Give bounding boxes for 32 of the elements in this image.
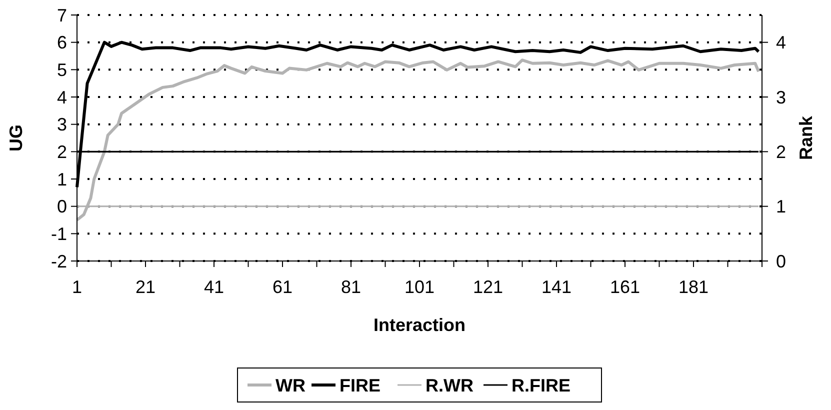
y-tick-label: 6: [56, 32, 67, 53]
y-tick-label: 7: [56, 5, 67, 26]
x-tick-label: 41: [204, 277, 224, 297]
y2-tick-label: 3: [776, 87, 786, 108]
y2-axis-title: Rank: [796, 115, 816, 160]
y2-tick-label: 2: [776, 142, 786, 162]
x-tick-label: 121: [472, 277, 504, 297]
y-tick-label: -2: [50, 251, 67, 272]
x-tick-label: 61: [272, 277, 293, 297]
x-tick-label: 141: [541, 277, 572, 297]
y-tick-label: 3: [56, 114, 67, 135]
y2-tick-label: 1: [776, 196, 786, 217]
y-tick-label: 2: [56, 142, 67, 162]
x-tick-label: 1: [72, 277, 82, 297]
x-axis-title: Interaction: [373, 315, 466, 335]
x-tick-label: 101: [404, 277, 435, 297]
x-tick-label: 21: [135, 277, 156, 297]
y-tick-label: 0: [56, 196, 67, 217]
y2-tick-label: 4: [776, 32, 786, 53]
x-tick-label: 181: [678, 277, 709, 297]
x-tick-label: 81: [340, 277, 362, 297]
y-axis-title: UG: [6, 124, 26, 152]
legend-label: R.WR: [426, 375, 474, 396]
legend-label: FIRE: [340, 375, 381, 396]
legend-label: WR: [276, 375, 306, 396]
y2-tick-label: 0: [776, 251, 786, 272]
y-tick-label: -1: [50, 224, 67, 244]
x-tick-label: 161: [610, 277, 640, 297]
y-tick-label: 4: [56, 87, 67, 108]
y-tick-label: 1: [56, 169, 67, 190]
y-tick-label: 5: [56, 60, 67, 80]
legend-label: R.FIRE: [512, 375, 571, 396]
